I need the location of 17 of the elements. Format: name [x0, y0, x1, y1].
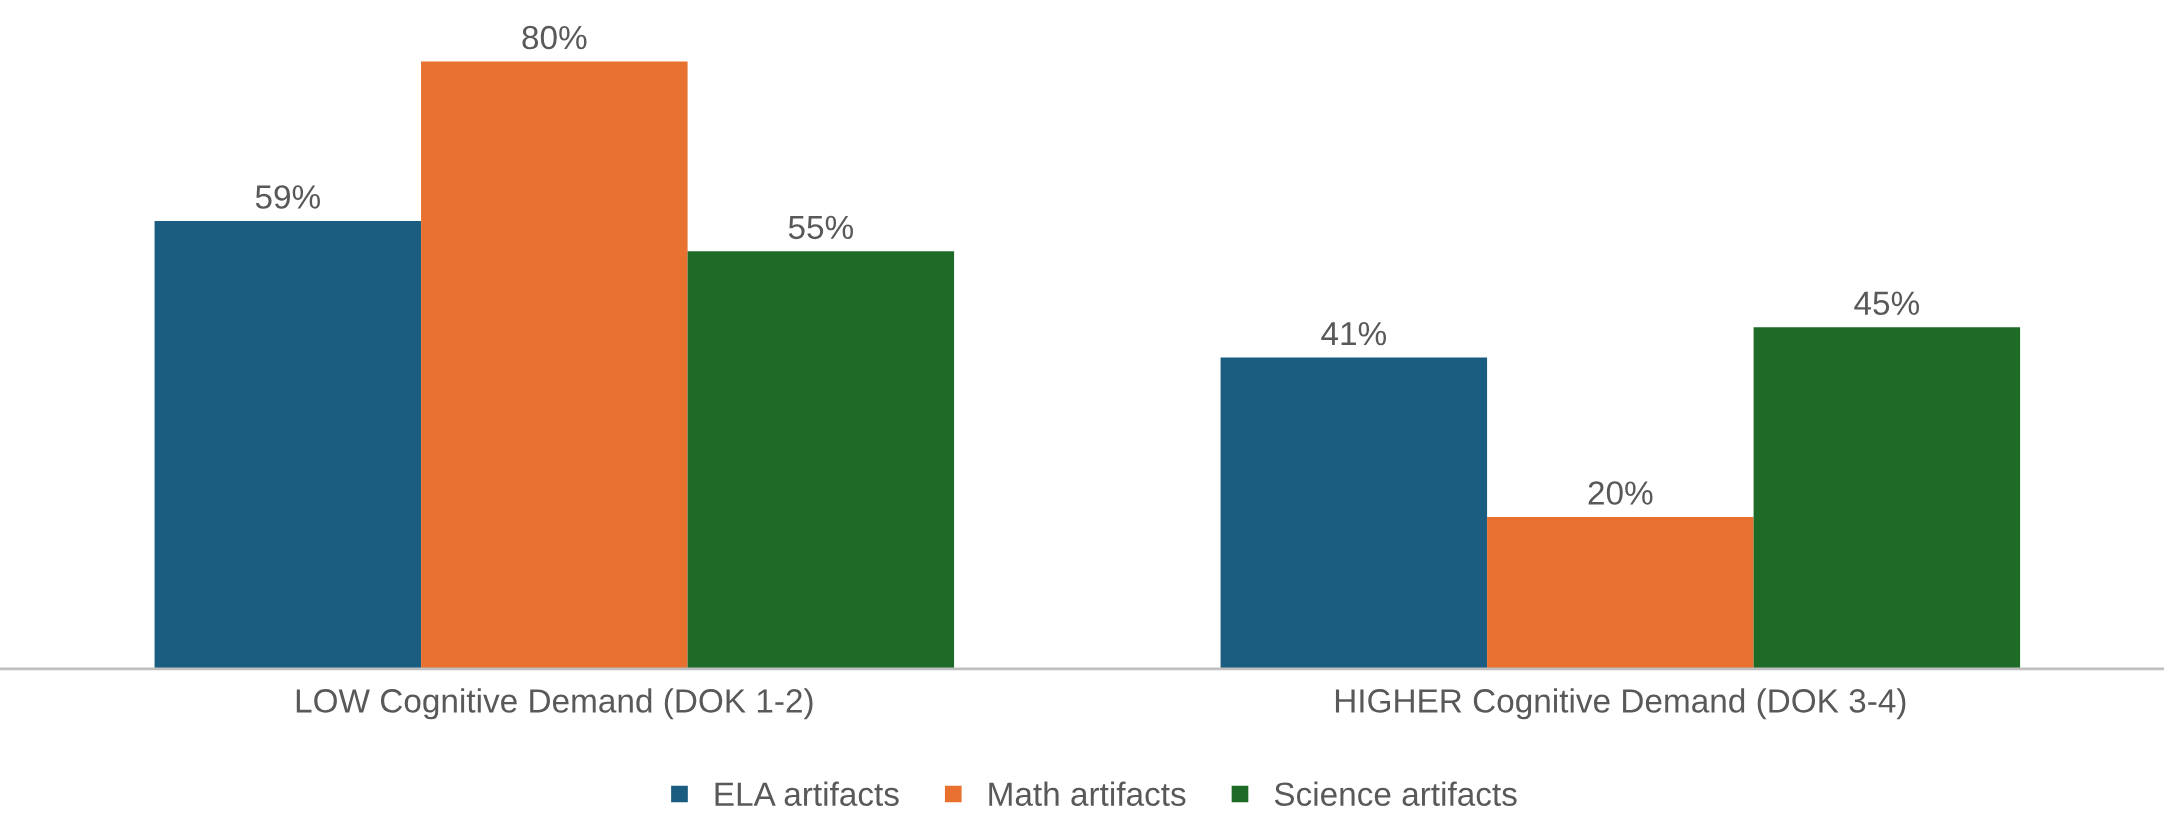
bar: [1753, 327, 2021, 669]
x-tick-label: HIGHER Cognitive Demand (DOK 3-4): [1335, 688, 1906, 720]
bar: [421, 61, 688, 669]
data-label: 55%: [788, 215, 853, 240]
legend-label: Science artifacts: [1274, 781, 1517, 807]
bar: [1220, 357, 1488, 669]
bar: [1487, 516, 1754, 669]
bar: [154, 220, 422, 669]
data-label: 20%: [1588, 481, 1653, 505]
data-label: 59%: [255, 185, 320, 209]
data-label: 45%: [1854, 291, 1920, 316]
legend-label: Math artifacts: [989, 781, 1186, 807]
x-tick-label: LOW Cognitive Demand (DOK 1-2): [296, 688, 813, 720]
data-label: 41%: [1321, 321, 1387, 346]
bar: [687, 251, 955, 669]
data-label: 80%: [522, 25, 587, 50]
legend-label: ELA artifacts: [715, 781, 899, 807]
